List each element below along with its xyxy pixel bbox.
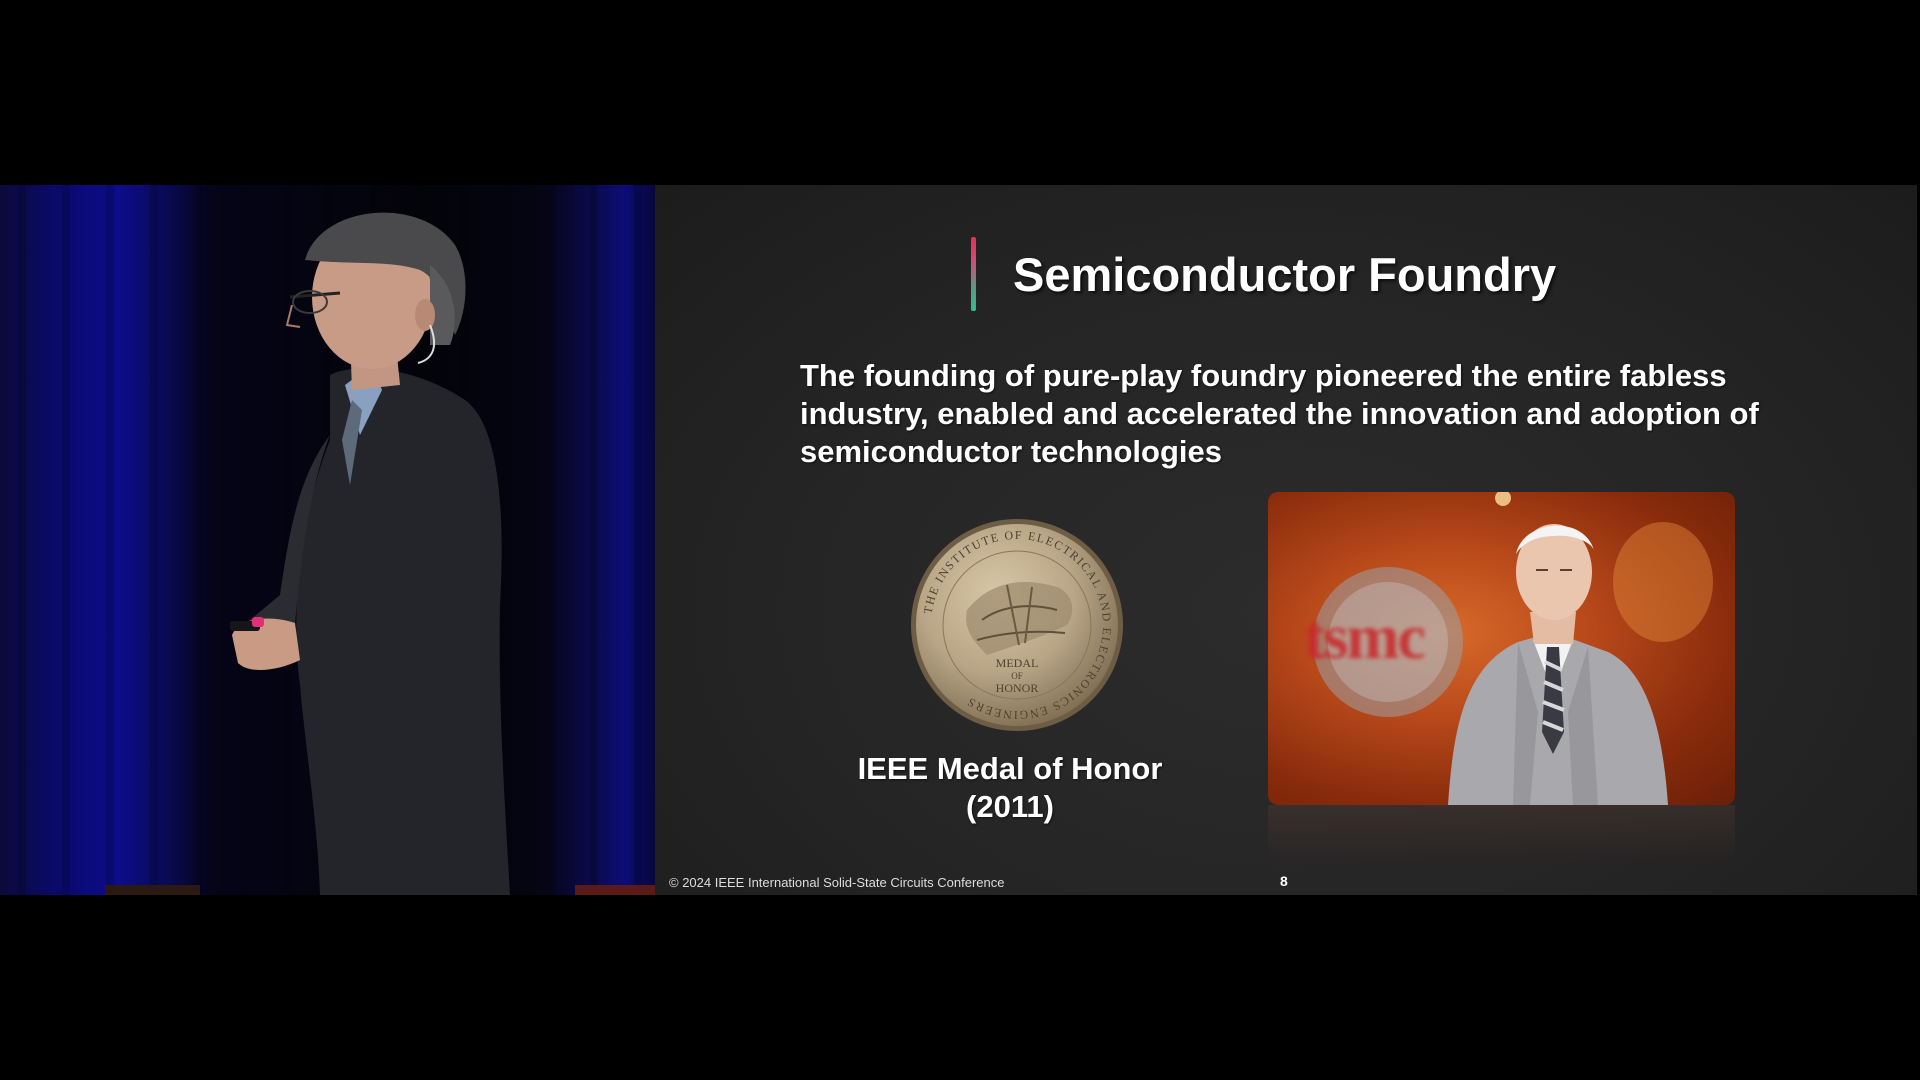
ieee-medal-image: THE INSTITUTE OF ELECTRICAL AND ELECTRON…	[907, 515, 1127, 735]
slide-title: Semiconductor Foundry	[1013, 248, 1557, 301]
medal-caption-year: (2011)	[966, 789, 1054, 824]
stage-light-left	[105, 885, 200, 895]
founder-portrait-photo: tsmc	[1268, 492, 1735, 805]
presentation-slide: Semiconductor Foundry The founding of pu…	[655, 185, 1917, 895]
medal-text-honor: HONOR	[996, 681, 1039, 695]
slide-page-number: 8	[1280, 873, 1288, 889]
slide-copyright-footer: © 2024 IEEE International Solid-State Ci…	[669, 875, 1005, 890]
title-accent-bar	[971, 237, 976, 311]
medal-text-of: OF	[1011, 671, 1023, 681]
medal-caption: IEEE Medal of Honor (2011)	[810, 750, 1210, 826]
tsmc-logo-blurred: tsmc	[1304, 601, 1426, 672]
medal-caption-title: IEEE Medal of Honor	[857, 751, 1163, 786]
photo-reflection	[1268, 805, 1735, 860]
speaker-figure	[230, 212, 510, 895]
speaker-camera-panel	[0, 185, 655, 895]
slide-body-text: The founding of pure-play foundry pionee…	[800, 358, 1759, 469]
stage-light-right	[575, 885, 655, 895]
medal-text-medal: MEDAL	[996, 656, 1039, 670]
video-frame: Semiconductor Foundry The founding of pu…	[0, 185, 1920, 895]
